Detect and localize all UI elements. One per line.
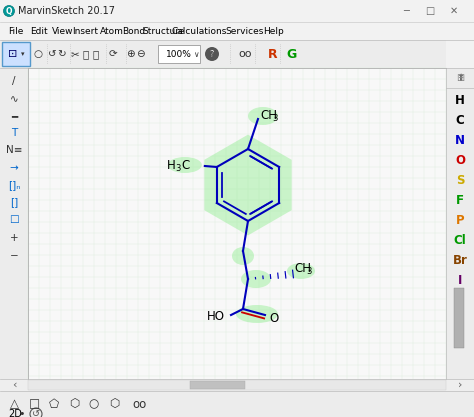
Text: File: File bbox=[8, 27, 23, 35]
Text: S: S bbox=[456, 173, 464, 186]
Text: Atom: Atom bbox=[100, 27, 124, 35]
Text: N≡: N≡ bbox=[6, 145, 22, 155]
Text: F: F bbox=[456, 193, 464, 206]
Text: []: [] bbox=[10, 197, 18, 207]
Text: T: T bbox=[11, 128, 17, 138]
Ellipse shape bbox=[248, 107, 278, 125]
FancyBboxPatch shape bbox=[28, 380, 446, 390]
Text: Calculations: Calculations bbox=[172, 27, 228, 35]
Text: ○: ○ bbox=[34, 49, 43, 59]
Text: □: □ bbox=[9, 214, 19, 224]
Text: ›: › bbox=[458, 380, 462, 390]
Text: ∨: ∨ bbox=[193, 50, 199, 58]
Text: ▾: ▾ bbox=[21, 51, 25, 57]
Text: Q: Q bbox=[6, 7, 12, 15]
Ellipse shape bbox=[232, 247, 254, 265]
Text: •: • bbox=[19, 409, 25, 417]
Text: 3: 3 bbox=[306, 266, 311, 276]
Text: ━: ━ bbox=[11, 111, 17, 121]
FancyBboxPatch shape bbox=[158, 45, 200, 63]
Text: ⬆: ⬆ bbox=[456, 73, 464, 83]
Text: Services: Services bbox=[225, 27, 264, 35]
Text: N: N bbox=[455, 133, 465, 146]
Text: ○: ○ bbox=[89, 397, 99, 410]
Text: ⬠: ⬠ bbox=[49, 397, 59, 410]
Text: +: + bbox=[9, 233, 18, 243]
FancyBboxPatch shape bbox=[454, 288, 464, 348]
Text: ⎘: ⎘ bbox=[83, 49, 89, 59]
Text: ?: ? bbox=[209, 49, 215, 59]
FancyBboxPatch shape bbox=[0, 379, 474, 391]
Text: 3: 3 bbox=[272, 113, 277, 123]
Text: ↻: ↻ bbox=[58, 49, 66, 59]
Text: ⬡: ⬡ bbox=[69, 397, 79, 410]
Text: Insert: Insert bbox=[72, 27, 98, 35]
Text: ↺: ↺ bbox=[47, 49, 56, 59]
Ellipse shape bbox=[287, 263, 315, 279]
Text: □: □ bbox=[425, 6, 435, 16]
Text: /: / bbox=[12, 76, 16, 86]
Text: □: □ bbox=[28, 397, 39, 410]
Circle shape bbox=[3, 5, 15, 17]
Text: −: − bbox=[9, 251, 18, 261]
Text: 3: 3 bbox=[175, 163, 180, 173]
Text: CH: CH bbox=[260, 108, 277, 121]
FancyBboxPatch shape bbox=[0, 22, 474, 40]
Text: ─: ─ bbox=[403, 6, 409, 16]
Text: R: R bbox=[268, 48, 278, 60]
FancyBboxPatch shape bbox=[0, 40, 446, 68]
Text: C: C bbox=[182, 158, 190, 171]
Text: ⟳: ⟳ bbox=[109, 49, 118, 59]
Text: ‹: ‹ bbox=[12, 380, 16, 390]
FancyBboxPatch shape bbox=[0, 391, 474, 417]
Text: I: I bbox=[458, 274, 462, 286]
Text: []ₙ: []ₙ bbox=[8, 180, 20, 190]
Ellipse shape bbox=[241, 270, 271, 288]
Ellipse shape bbox=[236, 305, 278, 323]
Text: →: → bbox=[9, 163, 18, 173]
Text: HO: HO bbox=[207, 311, 225, 324]
Text: ⊡: ⊡ bbox=[9, 49, 18, 59]
Text: Br: Br bbox=[453, 254, 467, 266]
FancyBboxPatch shape bbox=[190, 381, 245, 389]
Text: Structure: Structure bbox=[142, 27, 184, 35]
Text: Bond: Bond bbox=[122, 27, 145, 35]
Text: oo: oo bbox=[238, 49, 252, 59]
Text: ↺: ↺ bbox=[32, 409, 40, 417]
Circle shape bbox=[205, 47, 219, 61]
FancyBboxPatch shape bbox=[0, 0, 474, 22]
Text: △: △ bbox=[9, 397, 18, 410]
Text: ∿: ∿ bbox=[9, 94, 18, 104]
Text: MarvinSketch 20.17: MarvinSketch 20.17 bbox=[18, 6, 115, 16]
Text: 100%: 100% bbox=[166, 50, 192, 58]
Polygon shape bbox=[204, 135, 292, 236]
Text: ✂: ✂ bbox=[71, 49, 79, 59]
Text: oo: oo bbox=[133, 397, 147, 410]
FancyBboxPatch shape bbox=[2, 42, 30, 66]
Text: ⊕: ⊕ bbox=[126, 49, 134, 59]
Text: Help: Help bbox=[263, 27, 284, 35]
Text: O: O bbox=[455, 153, 465, 166]
FancyBboxPatch shape bbox=[0, 68, 28, 379]
Text: ⬡: ⬡ bbox=[109, 397, 119, 410]
Text: H: H bbox=[455, 93, 465, 106]
Text: ⊞: ⊞ bbox=[456, 73, 464, 83]
FancyBboxPatch shape bbox=[28, 68, 446, 379]
Text: ⎘: ⎘ bbox=[93, 49, 99, 59]
Text: CH: CH bbox=[294, 261, 311, 274]
Text: ⊖: ⊖ bbox=[136, 49, 145, 59]
Text: H: H bbox=[167, 158, 175, 171]
Text: C: C bbox=[456, 113, 465, 126]
Text: ✕: ✕ bbox=[450, 6, 458, 16]
FancyBboxPatch shape bbox=[446, 68, 474, 379]
Text: View: View bbox=[52, 27, 73, 35]
Text: P: P bbox=[456, 214, 465, 226]
Text: O: O bbox=[269, 311, 278, 324]
Text: 2D: 2D bbox=[8, 409, 22, 417]
Text: ?: ? bbox=[210, 50, 214, 58]
Ellipse shape bbox=[168, 157, 202, 173]
Text: Cl: Cl bbox=[454, 234, 466, 246]
Text: G: G bbox=[287, 48, 297, 60]
Text: Edit: Edit bbox=[30, 27, 47, 35]
